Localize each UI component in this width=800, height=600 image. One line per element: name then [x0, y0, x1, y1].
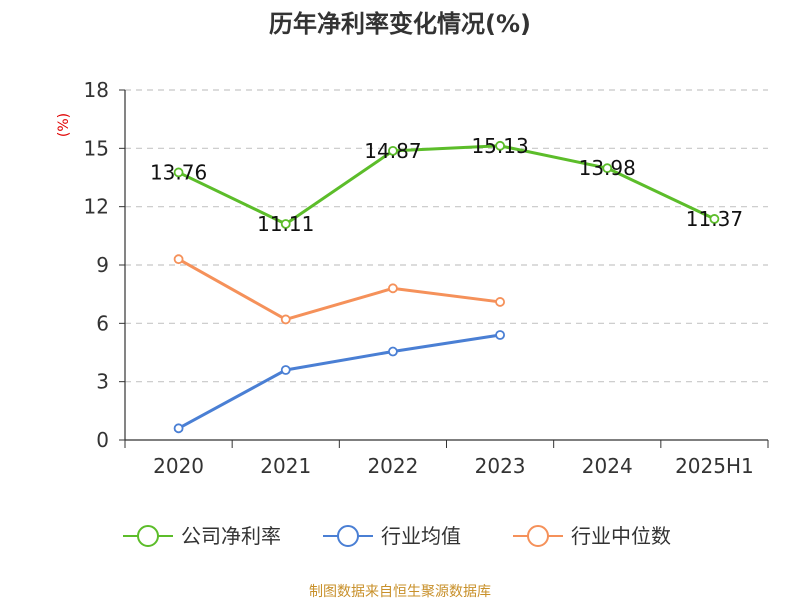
legend-marker-icon: [527, 525, 549, 547]
data-label: 11.37: [686, 207, 743, 231]
data-point[interactable]: [495, 330, 505, 340]
data-point[interactable]: [280, 365, 291, 375]
grid-lines: [125, 89, 768, 383]
data-point[interactable]: [173, 254, 184, 265]
legend-item[interactable]: 公司净利率: [123, 524, 281, 548]
series-line: [177, 144, 716, 226]
y-tick-label: 15: [84, 136, 109, 160]
x-tick-label: 2023: [475, 454, 526, 478]
data-label: 13.98: [579, 156, 636, 180]
x-tick-label: 2020: [153, 454, 204, 478]
data-point[interactable]: [280, 219, 291, 229]
legend-item[interactable]: 行业均值: [323, 524, 461, 548]
data-point[interactable]: [173, 423, 184, 434]
legend-label: 行业均值: [381, 524, 461, 548]
data-label: 13.76: [150, 160, 207, 184]
series-line: [177, 257, 501, 321]
y-tick-label: 3: [96, 370, 109, 394]
y-axis-unit-label: (%): [56, 113, 72, 137]
x-tick-label: 2022: [367, 454, 418, 478]
legend-label: 公司净利率: [181, 524, 281, 548]
data-labels: 13.76 11.11 14.87 15.13 13.98 11.37: [150, 134, 743, 236]
data-label: 14.87: [364, 139, 421, 163]
axes: 0 3 6 9 12 15 18 2020 2021 2022 2023 2024 2025H1: [84, 78, 769, 478]
data-label: 11.11: [257, 212, 314, 236]
x-tick-label: 2024: [582, 454, 633, 478]
x-tick-label: 2021: [260, 454, 311, 478]
legend-item[interactable]: 行业中位数: [513, 524, 671, 548]
legend[interactable]: 公司净利率 行业均值 行业中位数: [123, 524, 671, 548]
legend-marker-icon: [137, 525, 159, 547]
data-point[interactable]: [280, 314, 291, 325]
legend-marker-icon: [337, 525, 359, 547]
legend-label: 行业中位数: [571, 524, 671, 548]
data-label: 15.13: [471, 134, 528, 158]
series-line: [177, 333, 501, 430]
y-tick-label: 18: [84, 78, 109, 102]
data-point[interactable]: [602, 163, 613, 174]
y-tick-label: 0: [96, 428, 109, 452]
data-point[interactable]: [495, 297, 505, 307]
data-point[interactable]: [709, 214, 720, 224]
source-note: 制图数据来自恒生聚源数据库: [309, 584, 491, 600]
series-lines: [173, 140, 720, 434]
x-tick-label: 2025H1: [675, 454, 754, 478]
y-tick-label: 6: [96, 311, 109, 335]
chart-title: 历年净利率变化情况(%): [269, 10, 531, 38]
y-tick-label: 9: [96, 253, 109, 277]
data-point[interactable]: [388, 145, 398, 156]
y-tick-label: 12: [84, 195, 109, 219]
data-point[interactable]: [388, 346, 398, 357]
data-point[interactable]: [173, 167, 184, 178]
data-point[interactable]: [388, 283, 398, 294]
data-point[interactable]: [495, 140, 505, 151]
